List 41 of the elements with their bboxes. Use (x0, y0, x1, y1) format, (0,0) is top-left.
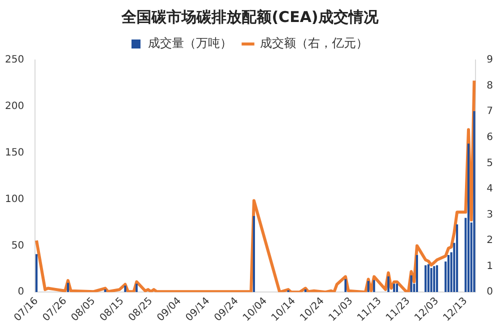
y2-tick-label: 3 (486, 209, 494, 220)
bar (436, 265, 438, 292)
bar (136, 284, 138, 292)
y2-tick-label: 1 (486, 260, 494, 272)
bar (124, 286, 126, 292)
y2-tick-label: 9 (486, 54, 494, 66)
y-tick-label: 100 (4, 194, 24, 205)
bar (430, 268, 432, 292)
y2-tick-label: 5 (486, 158, 494, 169)
bar (344, 279, 347, 292)
y2-tick-label: 2 (486, 235, 494, 246)
bar (447, 254, 450, 292)
bar (66, 282, 70, 292)
y-tick-label: 250 (4, 54, 24, 66)
bar (396, 284, 398, 292)
y-tick-label: 150 (4, 147, 24, 158)
bar (427, 264, 430, 292)
y2-tick-label: 8 (486, 80, 494, 92)
bar (35, 254, 38, 292)
bar (467, 144, 470, 292)
bar (367, 280, 370, 292)
bar (410, 275, 412, 292)
y-tick-label: 200 (4, 101, 24, 112)
y2-tick-label: 4 (486, 184, 494, 195)
legend-label: 成交额（右，亿元） (260, 36, 368, 50)
bar (456, 224, 458, 292)
y2-tick-label: 0 (486, 286, 494, 298)
bar (387, 276, 390, 292)
y-tick-label: 0 (18, 286, 24, 298)
bar (424, 265, 427, 292)
legend-label: 成交量（万吨） (148, 36, 232, 50)
bar (373, 280, 376, 292)
y2-tick-label: 6 (486, 132, 494, 143)
bar (393, 284, 396, 292)
y2-tick-label: 7 (486, 106, 494, 118)
bar (473, 111, 476, 292)
bar (433, 266, 436, 292)
bar (252, 216, 255, 292)
chart-title: 全国碳市场碳排放配额(CEA)成交情况 (120, 8, 380, 27)
bar (416, 254, 418, 292)
y-tick-label: 50 (11, 240, 24, 252)
